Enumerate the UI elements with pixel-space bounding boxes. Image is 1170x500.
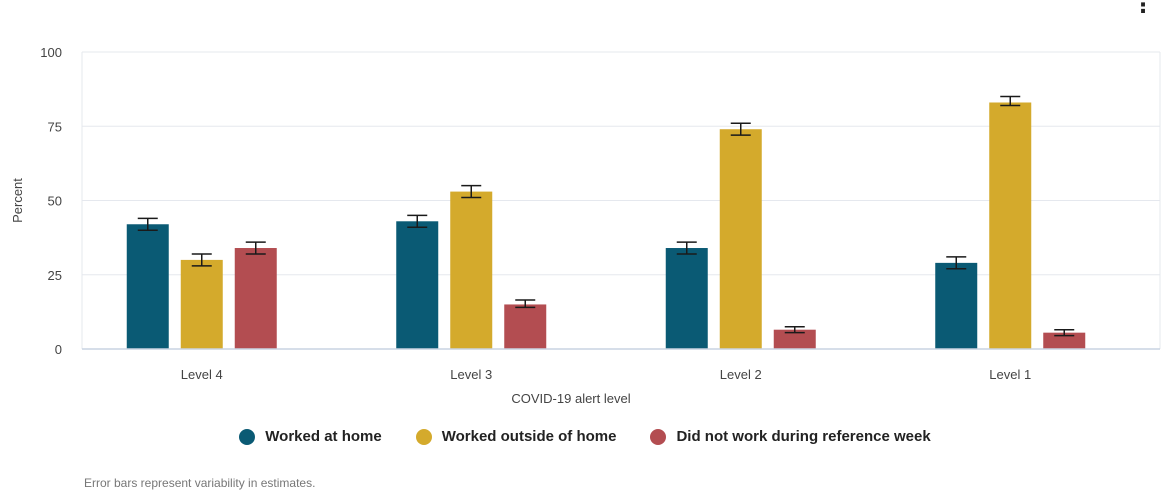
x-axis-label: COVID-19 alert level: [511, 391, 630, 406]
bars: [126, 102, 1086, 350]
legend-swatch: [415, 428, 432, 445]
y-tick-label: 0: [55, 342, 62, 357]
error-bars: [137, 95, 1075, 337]
x-axis-ticks: Level 4 Level 3 Level 2 Level 1: [181, 367, 1031, 382]
legend-swatch: [650, 428, 667, 445]
bar: [234, 248, 277, 349]
bar: [396, 221, 439, 349]
bar: [126, 224, 169, 349]
legend-label: Did not work during reference week: [676, 428, 931, 445]
y-tick-label: 100: [40, 45, 62, 60]
legend: Worked at home Worked outside of home Di…: [0, 428, 1170, 445]
bar: [450, 191, 493, 349]
x-tick-label: Level 4: [181, 367, 223, 382]
bar: [989, 102, 1032, 350]
bar: [504, 304, 547, 349]
y-tick-label: 50: [48, 194, 62, 209]
bar: [180, 259, 223, 349]
x-tick-label: Level 1: [989, 367, 1031, 382]
bar: [935, 262, 978, 349]
more-options-icon[interactable]: ⋮: [1132, 0, 1154, 17]
legend-label: Worked at home: [265, 428, 382, 445]
legend-item-worked-at-home[interactable]: Worked at home: [239, 428, 382, 445]
legend-item-worked-outside-home[interactable]: Worked outside of home: [415, 428, 617, 445]
x-tick-label: Level 2: [720, 367, 762, 382]
y-tick-label: 25: [48, 268, 62, 283]
bar: [1043, 332, 1086, 349]
bar: [665, 248, 708, 349]
legend-swatch: [239, 428, 256, 445]
bar: [773, 329, 816, 349]
legend-item-did-not-work[interactable]: Did not work during reference week: [650, 428, 931, 445]
y-tick-label: 75: [48, 119, 62, 134]
y-axis-ticks: 0 25 50 75 100: [40, 45, 62, 357]
footnote: Error bars represent variability in esti…: [84, 476, 316, 490]
bar: [719, 129, 762, 349]
legend-label: Worked outside of home: [441, 428, 617, 445]
y-axis-label: Percent: [10, 178, 25, 223]
x-tick-label: Level 3: [450, 367, 492, 382]
